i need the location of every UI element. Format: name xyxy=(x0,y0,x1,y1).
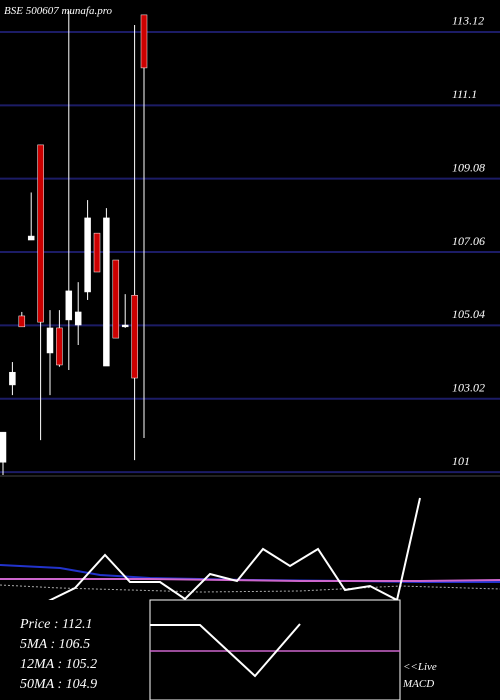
y-tick-label: 113.12 xyxy=(452,14,484,28)
y-tick-label: 109.08 xyxy=(452,160,485,174)
macd-level-line xyxy=(0,578,500,582)
candle-body xyxy=(112,259,120,339)
plot: 113.12 111.1 109.08 107.06 105.04 103.02 101 xyxy=(0,10,500,475)
candle-body xyxy=(74,311,82,326)
info-line: Price : 112.1 xyxy=(19,617,92,632)
candle-body xyxy=(56,327,63,366)
candle-body xyxy=(65,290,73,321)
chart-title: BSE 500607 munafa.pro xyxy=(4,5,113,17)
candle-body xyxy=(140,14,148,69)
live-label: <<Live xyxy=(403,661,437,673)
candle-body xyxy=(103,217,110,367)
candle-body xyxy=(37,144,44,323)
candle-body xyxy=(84,217,91,293)
candle-body xyxy=(18,315,26,328)
y-tick-label: 101 xyxy=(452,454,470,468)
y-tick-label: 103.02 xyxy=(452,380,485,394)
info-line: 12MA : 105.2 xyxy=(20,657,97,672)
candle-body xyxy=(46,327,54,354)
info-text: Price : 112.1 5MA : 106.5 12MA : 105.2 50MA… xyxy=(19,617,97,692)
info-line: 5MA : 106.5 xyxy=(20,637,90,652)
y-tick-label: 105.04 xyxy=(452,307,485,321)
candle-body xyxy=(121,324,129,328)
macd-line xyxy=(0,497,421,626)
info-line: 50MA : 104.9 xyxy=(20,677,97,692)
candle-body xyxy=(93,232,101,273)
macd-label: MACD xyxy=(402,678,434,690)
mini-chart xyxy=(149,599,401,700)
y-tick-label: 111.1 xyxy=(452,87,477,101)
mini-line xyxy=(150,623,301,678)
candle-body xyxy=(9,371,16,386)
candle-body xyxy=(27,235,35,241)
candle-body xyxy=(131,294,138,379)
info-box xyxy=(0,600,150,700)
y-tick-label: 107.06 xyxy=(452,234,485,248)
candle-body xyxy=(0,431,7,463)
